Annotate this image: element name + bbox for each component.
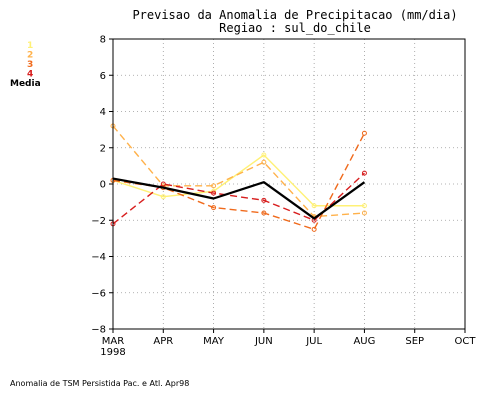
series-point-3 [361,130,367,136]
y-tick-label: −6 [91,288,106,299]
x-tick-label: MAY [203,336,225,347]
x-tick-label: AUG [353,336,375,347]
series-point-1 [160,194,166,200]
series-point-3 [261,210,267,216]
series-point-4 [211,190,217,196]
x-tick-label: OCT [455,336,477,347]
x-year-label: 1998 [100,347,125,358]
y-axis: −8 −6 −4 −2 0 2 4 6 8 [91,35,113,336]
series-line-media [112,177,366,220]
series-point-4 [361,170,367,176]
y-tick-label: 0 [100,180,106,191]
x-tick-label: JUN [254,336,273,347]
y-tick-label: 8 [100,35,106,46]
footer-note: Anomalia de TSM Persistida Pac. e Atl. A… [10,379,189,388]
y-tick-label: 2 [100,143,106,154]
y-tick-label: 4 [100,107,106,118]
series-line-2 [112,125,365,218]
legend-entry-media: Media [10,79,41,89]
x-tick-label: SEP [405,336,424,347]
series-point-2 [211,183,217,189]
series-point-3 [311,226,317,232]
y-tick-label: −8 [91,325,106,336]
series-point-4 [160,181,166,187]
y-tick-label: −4 [91,252,106,263]
series-line-3 [112,132,366,231]
chart-subtitle: Regiao : sul_do_chile [219,21,371,35]
series-point-1 [311,203,317,209]
y-tick-label: 6 [100,71,106,82]
series-point-3 [211,205,217,211]
legend-entry-3: 3 [27,60,33,70]
x-tick-label: JUL [305,336,322,347]
series-line-1 [112,154,365,207]
legend-entry-1: 1 [27,41,33,51]
series-point-2 [261,159,267,165]
series-layer [110,123,367,232]
grid [113,39,465,329]
series-point-1 [361,203,367,209]
x-tick-label: APR [153,336,173,347]
chart-title: Previsao da Anomalia de Precipitacao (mm… [132,8,457,22]
series-point-1 [261,152,267,158]
x-axis: MAR APR MAY JUN JUL AUG SEP OCT 1998 [100,329,476,358]
series-point-4 [261,197,267,203]
legend-entry-2: 2 [27,51,33,61]
x-tick-label: MAR [102,336,124,347]
y-tick-label: −2 [91,216,106,227]
series-point-2 [361,210,367,216]
legend-entry-4: 4 [27,70,33,80]
